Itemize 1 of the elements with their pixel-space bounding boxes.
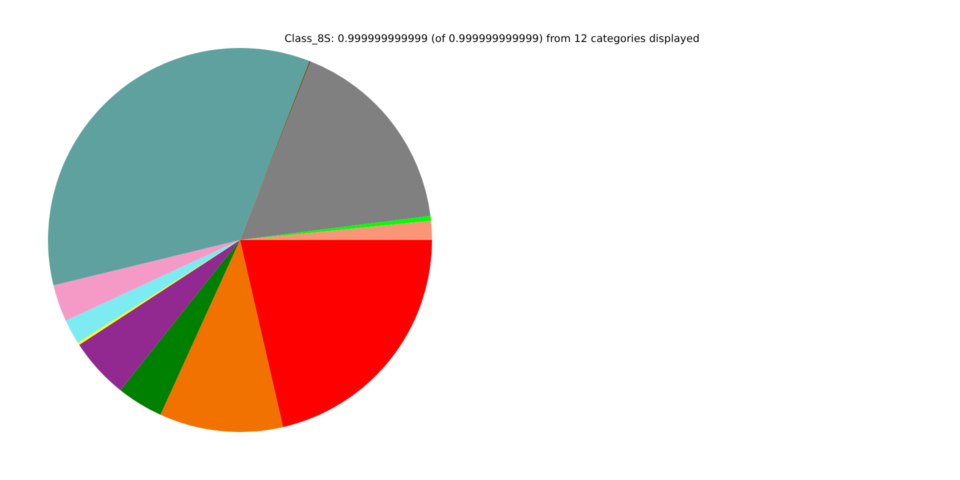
text: Class_8S: 0.999999999999 (of 0.999999999999) from 12 categories displayed xyxy=(283,33,701,45)
